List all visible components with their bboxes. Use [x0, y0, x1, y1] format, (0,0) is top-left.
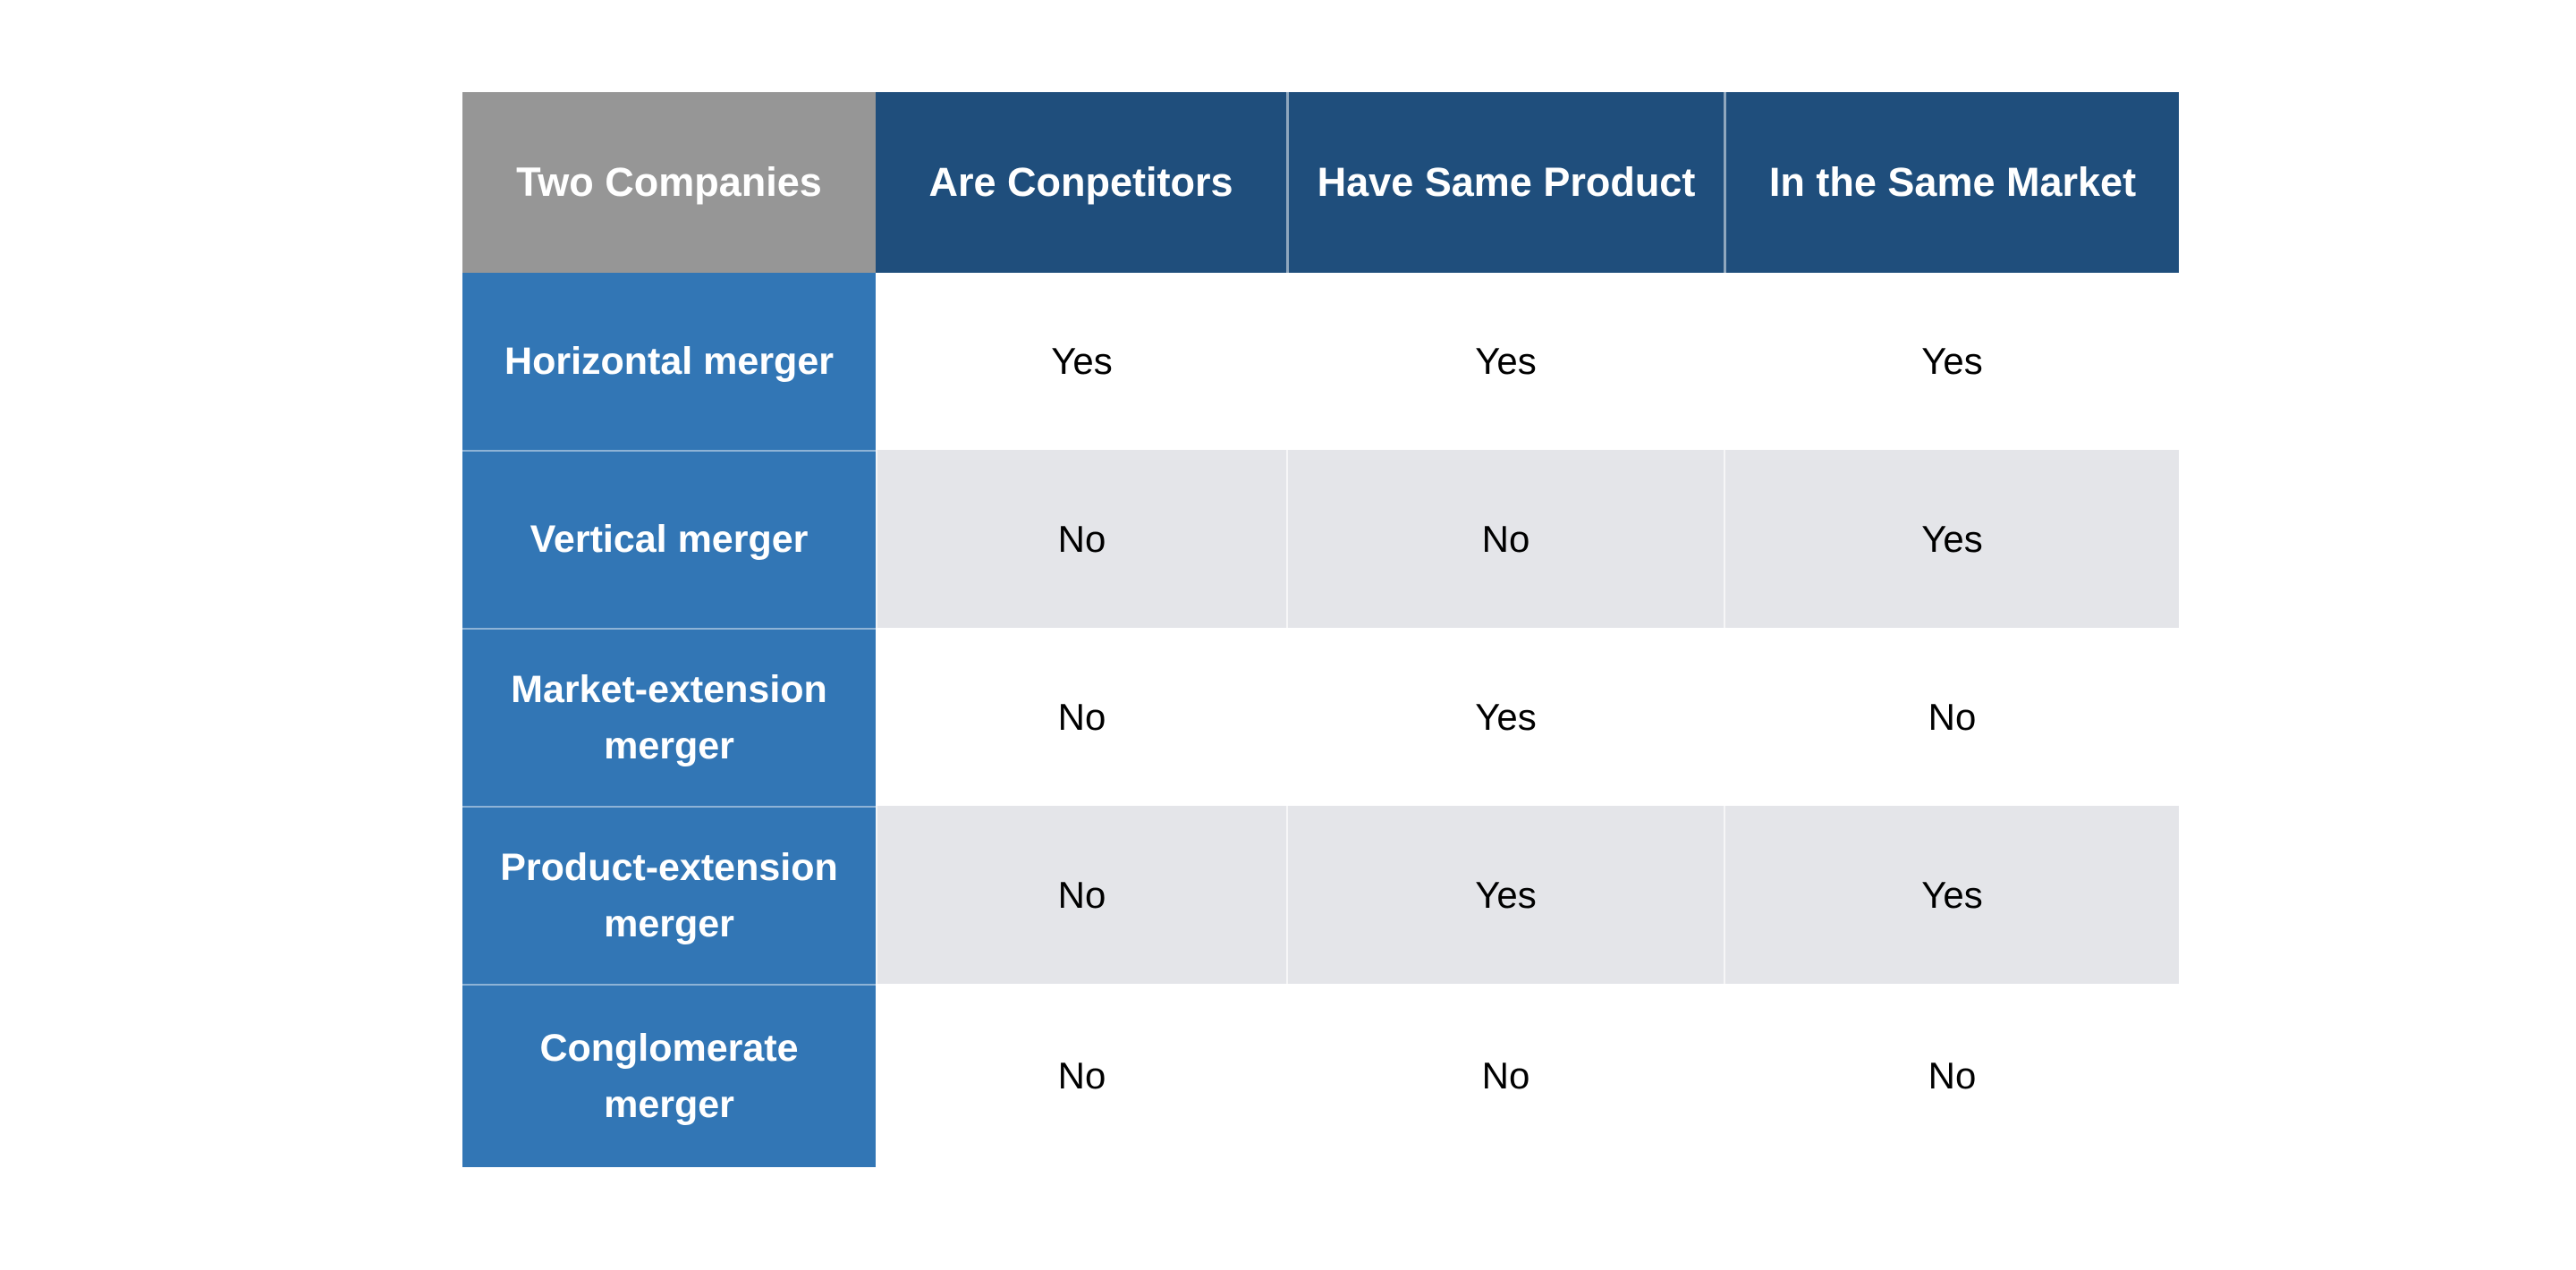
- cell-vertical-have-same-product: No: [1286, 450, 1724, 628]
- cell-product-extension-are-competitors: No: [876, 806, 1286, 984]
- cell-vertical-in-same-market: Yes: [1724, 450, 2179, 628]
- cell-horizontal-in-same-market: Yes: [1724, 273, 2179, 450]
- cell-horizontal-have-same-product: Yes: [1286, 273, 1724, 450]
- cell-product-extension-in-same-market: Yes: [1724, 806, 2179, 984]
- row-header-horizontal-merger: Horizontal merger: [462, 273, 876, 450]
- cell-conglomerate-in-same-market: No: [1724, 984, 2179, 1167]
- merger-comparison-table: Two Companies Are Conpetitors Have Same …: [462, 92, 2179, 1167]
- cell-market-extension-have-same-product: Yes: [1286, 628, 1724, 806]
- cell-conglomerate-are-competitors: No: [876, 984, 1286, 1167]
- cell-conglomerate-have-same-product: No: [1286, 984, 1724, 1167]
- row-header-product-extension-merger: Product-extension merger: [462, 806, 876, 984]
- column-header-are-competitors: Are Conpetitors: [876, 92, 1286, 273]
- cell-market-extension-in-same-market: No: [1724, 628, 2179, 806]
- table-corner-header: Two Companies: [462, 92, 876, 273]
- cell-product-extension-have-same-product: Yes: [1286, 806, 1724, 984]
- cell-horizontal-are-competitors: Yes: [876, 273, 1286, 450]
- cell-vertical-are-competitors: No: [876, 450, 1286, 628]
- cell-market-extension-are-competitors: No: [876, 628, 1286, 806]
- row-header-vertical-merger: Vertical merger: [462, 450, 876, 628]
- row-header-conglomerate-merger: Conglomerate merger: [462, 984, 876, 1167]
- column-header-have-same-product: Have Same Product: [1286, 92, 1724, 273]
- row-header-market-extension-merger: Market-extension merger: [462, 628, 876, 806]
- column-header-in-same-market: In the Same Market: [1724, 92, 2179, 273]
